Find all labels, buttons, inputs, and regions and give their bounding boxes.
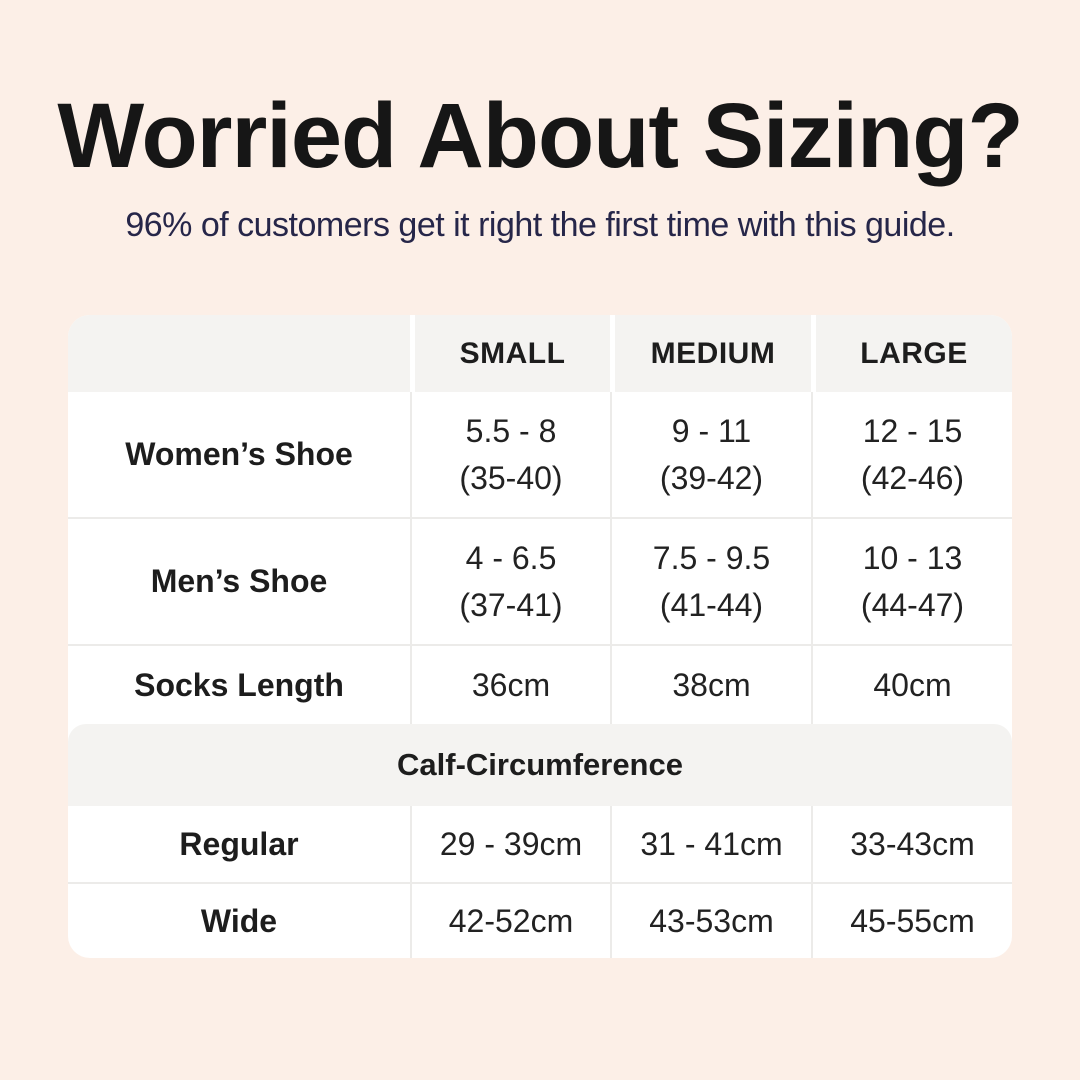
value-us-range: 10 - 13 — [862, 540, 963, 577]
row-label-socks-length: Socks Length — [134, 666, 344, 703]
cell-wide-medium: 43-53cm — [610, 884, 811, 958]
cell-wide-small: 42-52cm — [410, 884, 610, 958]
header-cell-large: LARGE — [811, 315, 1012, 392]
value-eu-range: (35-40) — [459, 459, 563, 496]
size-table: SMALL MEDIUM LARGE Women’s Shoe 5.5 - 8 … — [68, 315, 1012, 958]
value-us-range: 5.5 - 8 — [465, 413, 557, 450]
row-label-wide: Wide — [200, 902, 278, 939]
table-header-row: SMALL MEDIUM LARGE — [68, 315, 1012, 392]
cell-socks-medium: 38cm — [610, 646, 811, 724]
value-us-range: 12 - 15 — [862, 413, 963, 450]
header-cell-medium: MEDIUM — [610, 315, 811, 392]
value-us-range: 9 - 11 — [671, 413, 752, 450]
table-row-regular: Regular 29 - 39cm 31 - 41cm 33-43cm — [68, 806, 1012, 884]
value-us-range: 4 - 6.5 — [465, 540, 557, 577]
row-label-regular: Regular — [179, 825, 299, 862]
cell-socks-large: 40cm — [811, 646, 1012, 724]
value-eu-range: (37-41) — [459, 586, 563, 623]
value-eu-range: (42-46) — [860, 459, 965, 496]
row-label-mens-shoe: Men’s Shoe — [150, 563, 328, 599]
cell-regular-medium: 31 - 41cm — [610, 806, 811, 882]
table-row-womens-shoe: Women’s Shoe 5.5 - 8 (35-40) 9 - 11 (39-… — [68, 392, 1012, 519]
row-label-womens-shoe: Women’s Shoe — [125, 436, 353, 472]
value-eu-range: (41-44) — [659, 586, 764, 623]
value-eu-range: (39-42) — [659, 459, 764, 496]
header-cell-small: SMALL — [410, 315, 610, 392]
page-title: Worried About Sizing? — [57, 85, 1023, 187]
header-cell-blank — [68, 315, 410, 392]
table-row-mens-shoe: Men’s Shoe 4 - 6.5 (37-41) 7.5 - 9.5 (41… — [68, 519, 1012, 646]
cell-regular-large: 33-43cm — [811, 806, 1012, 882]
table-row-socks-length: Socks Length 36cm 38cm 40cm — [68, 646, 1012, 724]
value-us-range: 7.5 - 9.5 — [652, 540, 771, 577]
cell-mens-medium: 7.5 - 9.5 (41-44) — [610, 519, 811, 644]
value-length: 40cm — [873, 666, 952, 703]
value-length: 36cm — [471, 666, 551, 703]
cell-wide-large: 45-55cm — [811, 884, 1012, 958]
table-section-calf-circumference: Calf-Circumference — [68, 724, 1012, 806]
cell-mens-small: 4 - 6.5 (37-41) — [410, 519, 610, 644]
cell-socks-small: 36cm — [410, 646, 610, 724]
value-length: 38cm — [672, 666, 751, 703]
value-eu-range: (44-47) — [860, 586, 965, 623]
cell-womens-small: 5.5 - 8 (35-40) — [410, 392, 610, 517]
table-row-wide: Wide 42-52cm 43-53cm 45-55cm — [68, 884, 1012, 958]
cell-womens-large: 12 - 15 (42-46) — [811, 392, 1012, 517]
cell-womens-medium: 9 - 11 (39-42) — [610, 392, 811, 517]
page-subtitle: 96% of customers get it right the first … — [125, 206, 955, 244]
cell-mens-large: 10 - 13 (44-47) — [811, 519, 1012, 644]
cell-regular-small: 29 - 39cm — [410, 806, 610, 882]
